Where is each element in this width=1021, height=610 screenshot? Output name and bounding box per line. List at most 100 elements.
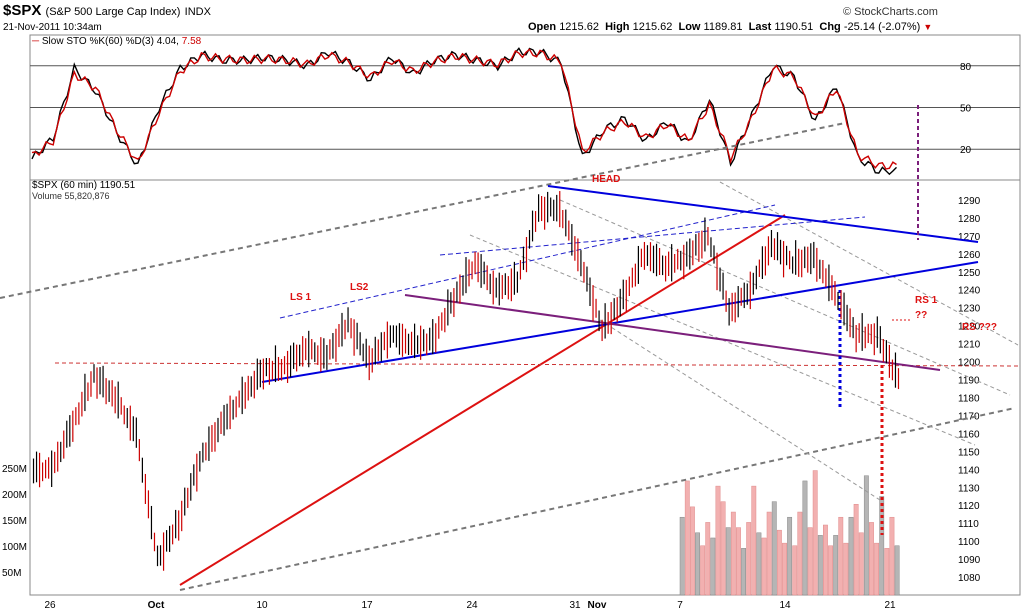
price-tick-label: 1100 (958, 537, 980, 548)
x-tick-label: 21 (884, 600, 896, 610)
price-tick-label: 1250 (958, 268, 981, 279)
annotation-head: HEAD (592, 174, 620, 185)
volume-bar (736, 527, 741, 596)
volume-tick-label: 150M (2, 516, 27, 527)
volume-bar (746, 522, 752, 596)
price-tick-label: 1180 (958, 393, 980, 404)
volume-bar (807, 527, 813, 596)
annotation-: ?? (915, 310, 927, 321)
price-tick-label: 1110 (958, 519, 979, 530)
volume-bar (869, 522, 874, 596)
price-panel-frame (29, 179, 1021, 596)
volume-bar (838, 516, 844, 596)
volume-bar (771, 501, 777, 596)
price-tick-label: 1190 (958, 376, 980, 387)
blue-upper-trendline (547, 185, 979, 243)
x-tick-label: 26 (44, 600, 56, 610)
price-tick-label: 1080 (958, 573, 981, 584)
symbol-title: $SPX (S&P 500 Large Cap Index) INDX (3, 2, 211, 19)
volume-bar (894, 545, 900, 596)
thin-gray-2 (559, 199, 1011, 396)
volume-bar (787, 516, 793, 596)
volume-bar (782, 542, 787, 596)
volume-bar (761, 537, 767, 596)
volume-bar (879, 496, 885, 596)
price-tick-label: 1160 (958, 429, 980, 440)
volume-bar (823, 524, 828, 596)
price-tick-label: 1150 (958, 447, 980, 458)
annotation-ls2: LS2 (350, 282, 369, 293)
volume-bar (756, 532, 762, 596)
annotation-rs: RS ??? (962, 322, 997, 333)
blue-dashed-1 (279, 204, 776, 319)
volume-bar (848, 516, 854, 596)
volume-bar (741, 548, 746, 596)
purple-trendline (404, 294, 941, 371)
volume-bar (766, 511, 772, 596)
x-tick-label: 7 (677, 600, 683, 610)
red-dashed-resistance (54, 362, 1021, 367)
price-tick-label: 1170 (958, 411, 980, 422)
stochastic-label: ─ Slow STO %K(60) %D(3) 4.04, 7.58 (32, 36, 202, 47)
thin-gray-4 (599, 319, 881, 501)
volume-bar (802, 480, 808, 596)
volume-bar (874, 542, 880, 596)
price-tick-label: 1220 (958, 322, 981, 333)
price-tick-label: 1140 (958, 465, 980, 476)
price-tick-label: 1120 (958, 501, 980, 512)
price-tick-label: 1260 (958, 250, 981, 261)
volume-bar (710, 537, 716, 596)
x-tick-label: 14 (779, 600, 791, 610)
price-tick-label: 1210 (958, 340, 981, 351)
volume-bar (689, 506, 695, 596)
volume-tick-label: 200M (2, 490, 27, 501)
price-tick-label: 1240 (958, 286, 981, 297)
volume-bar (720, 501, 726, 596)
price-tick-label: 1130 (958, 483, 980, 494)
volume-bar (679, 516, 685, 596)
volume-tick-label: 100M (2, 542, 27, 553)
x-tick-label: 24 (466, 600, 478, 610)
sto-series-D (31, 48, 897, 170)
volume-tick-label: 50M (2, 568, 21, 579)
volume-bar (853, 504, 859, 596)
blue-neckline (261, 261, 979, 383)
volume-bar (684, 480, 690, 596)
volume-bar (776, 529, 782, 596)
volume-bar (797, 511, 803, 596)
price-panel-label: $SPX (60 min) 1190.51 (32, 180, 136, 191)
volume-bar (833, 535, 839, 596)
volume-bar (705, 522, 711, 596)
sto-tick-label: 50 (960, 104, 972, 115)
volume-bar (730, 511, 736, 596)
quote-summary: Open 1215.62 High 1215.62 Low 1189.81 La… (528, 21, 933, 33)
chart-date: 21-Nov-2011 10:34am (3, 22, 102, 33)
price-tick-label: 1280 (958, 214, 981, 225)
volume-bar (792, 545, 798, 596)
lower-gray-channel (179, 407, 1016, 591)
price-tick-label: 1270 (958, 232, 981, 243)
x-tick-label: Nov (588, 600, 607, 610)
x-tick-label: 31 (569, 600, 581, 610)
price-tick-label: 1090 (958, 555, 981, 566)
annotation-ls1: LS 1 (290, 292, 312, 303)
volume-panel-label: Volume 55,820,876 (32, 191, 110, 201)
volume-bar (715, 485, 721, 596)
volume-bar (828, 545, 833, 596)
volume-bar (889, 516, 895, 596)
volume-bar (812, 470, 818, 596)
volume-bar (817, 535, 823, 596)
thin-gray-3 (719, 181, 1019, 346)
volume-bar (884, 548, 890, 596)
volume-bar (858, 532, 864, 596)
price-tick-label: 1230 (958, 304, 981, 315)
x-tick-label: 17 (361, 600, 373, 610)
volume-tick-label: 250M (2, 464, 27, 475)
price-tick-label: 1290 (958, 196, 981, 207)
sto-tick-label: 20 (960, 145, 972, 156)
volume-bar (843, 542, 849, 596)
annotation-rs1: RS 1 (915, 295, 938, 306)
volume-bar (863, 475, 869, 596)
